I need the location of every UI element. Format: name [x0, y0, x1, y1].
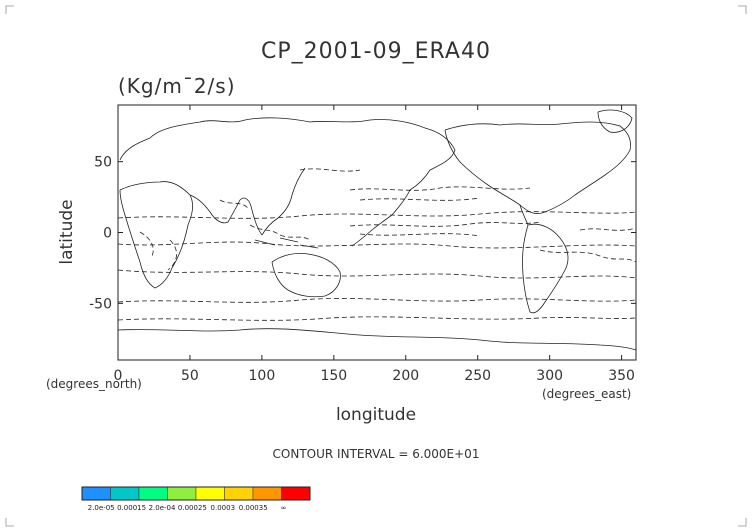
chart-units: (Kg/m¯2/s)	[118, 74, 236, 98]
x-tick-label: 350	[608, 368, 635, 384]
colorbar-swatch	[138, 486, 168, 501]
y-tick-label: -50	[89, 296, 112, 312]
colorbar-label: 0.0003	[211, 504, 236, 512]
colorbar-frame	[81, 486, 311, 501]
contour-interval: CONTOUR INTERVAL = 6.000E+01	[273, 447, 480, 461]
x-tick-label: 300	[536, 368, 563, 384]
y-tick-label: 50	[94, 155, 112, 171]
colorbar-label: ∞	[281, 504, 287, 512]
colorbar-swatch	[281, 486, 311, 501]
crop-marks	[5, 5, 747, 527]
plot-frame	[117, 104, 637, 361]
colorbar-label: 0.00015	[117, 504, 146, 512]
y-unit-note: (degrees_north)	[46, 377, 142, 391]
colorbar-label: 0.00035	[239, 504, 268, 512]
x-axis: 0 50 100 150 200 250 300 350	[114, 105, 635, 384]
colorbar-swatch	[195, 486, 225, 501]
colorbar: 2.0e-05 0.00015 2.0e-04 0.00025 0.0003 0.0003…	[81, 486, 311, 512]
y-tick-label: 0	[103, 226, 112, 242]
x-tick-label: 200	[392, 368, 419, 384]
chart-title: CP_2001-09_ERA40	[261, 39, 491, 64]
x-tick-label: 250	[464, 368, 491, 384]
map-area	[118, 109, 636, 351]
colorbar-label: 2.0e-04	[149, 504, 176, 512]
x-tick-label: 150	[320, 368, 347, 384]
x-tick-label: 0	[114, 368, 123, 384]
y-axis-label: latitude	[57, 199, 77, 264]
colorbar-label: 2.0e-05	[88, 504, 115, 512]
coastlines	[118, 109, 636, 351]
colorbar-label: 0.00025	[178, 504, 207, 512]
colorbar-swatch	[224, 486, 254, 501]
x-tick-label: 50	[181, 368, 199, 384]
x-axis-label: longitude	[336, 405, 416, 425]
colorbar-swatch	[81, 486, 111, 501]
x-unit-note: (degrees_east)	[542, 387, 631, 401]
colorbar-swatch	[110, 486, 140, 501]
x-tick-label: 100	[249, 368, 276, 384]
y-axis: 50 0 -50	[89, 155, 636, 312]
colorbar-swatch	[167, 486, 197, 501]
colorbar-swatch	[252, 486, 282, 501]
contours	[118, 168, 636, 321]
